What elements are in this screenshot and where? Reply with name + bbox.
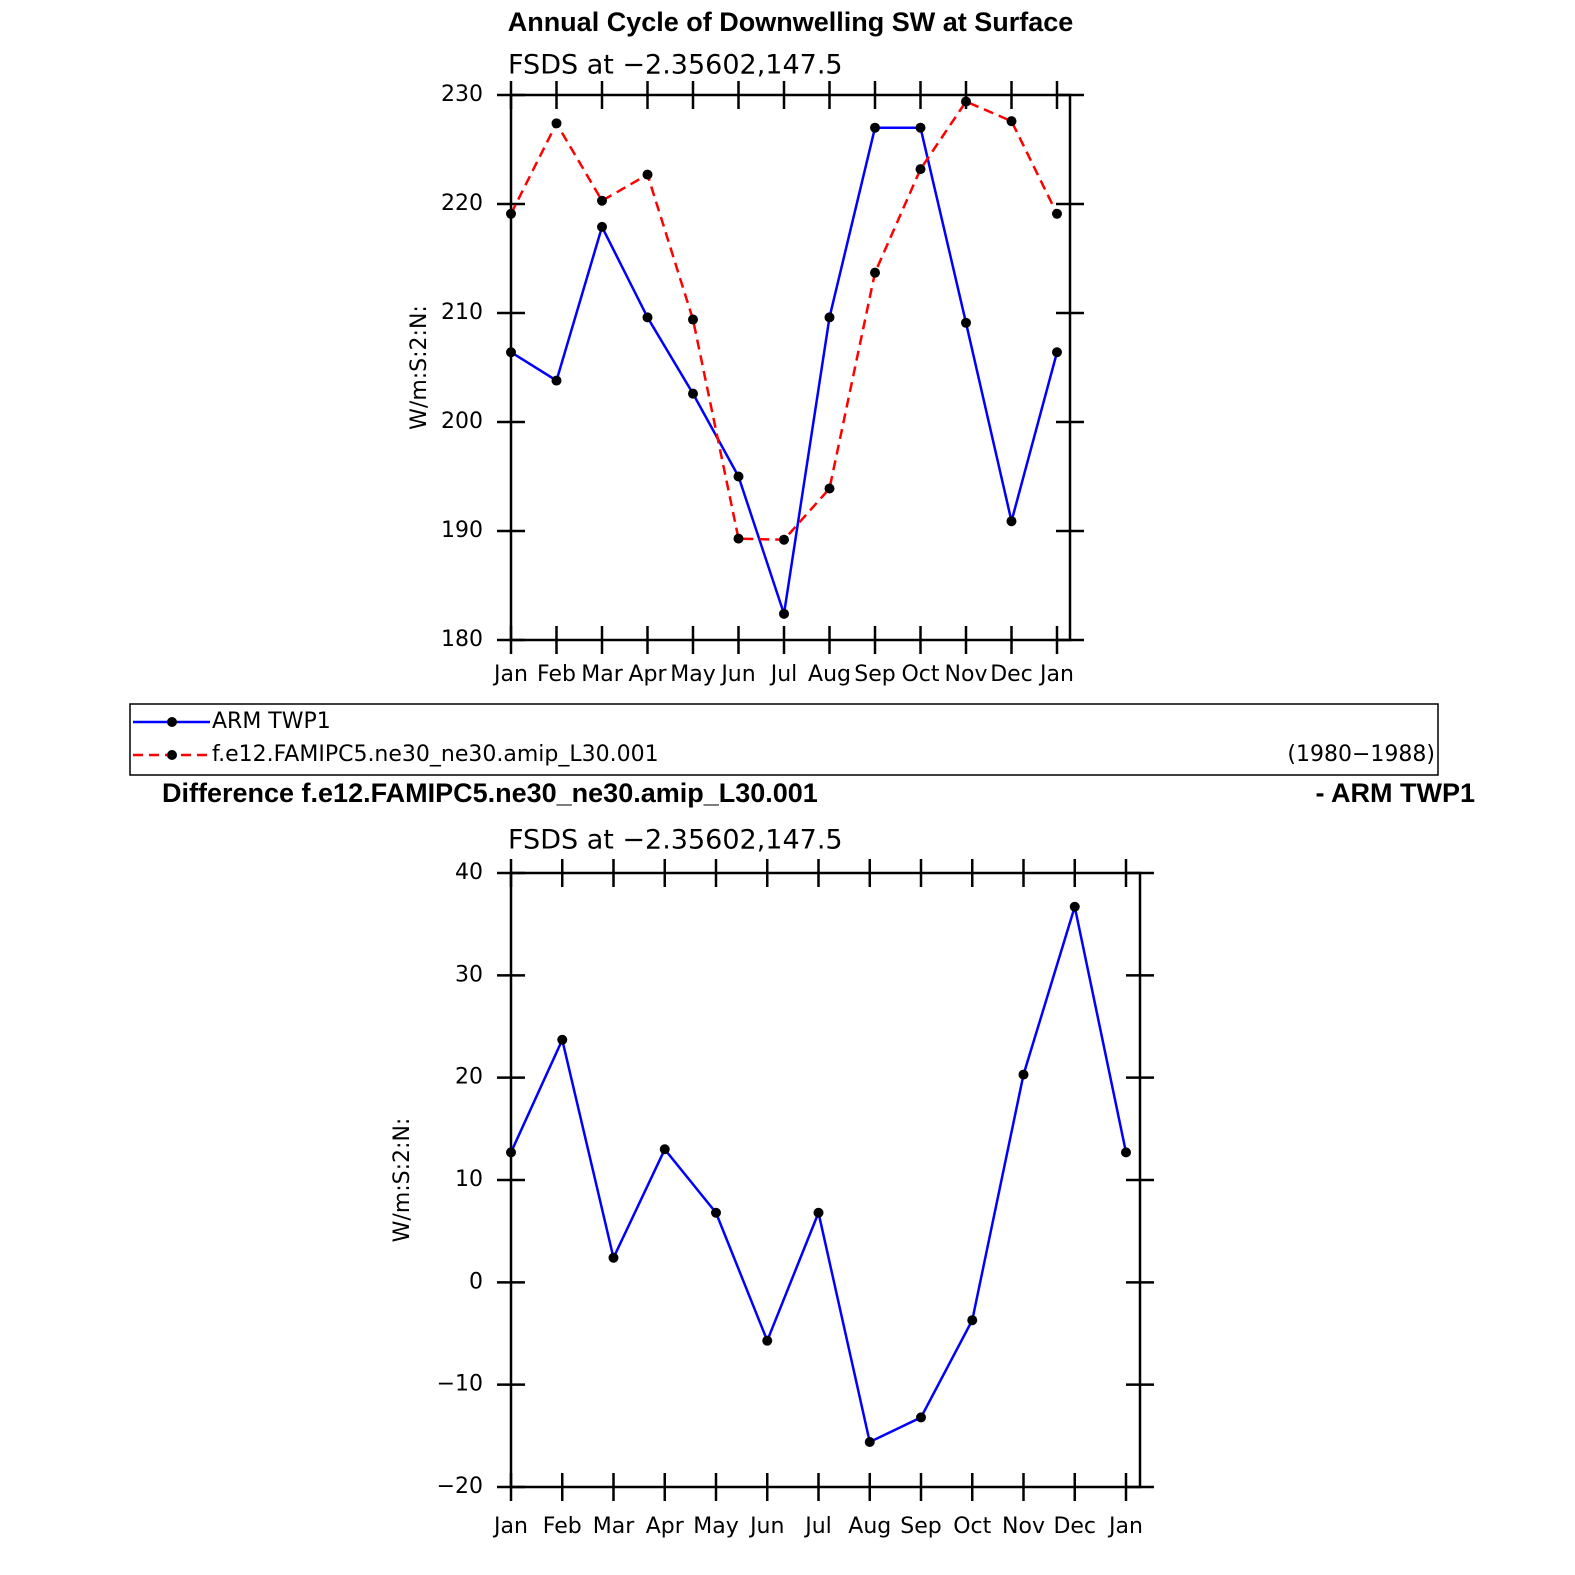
y-axis-label: W/m:S:2:N: [390,1118,415,1243]
y-axis-label: W/m:S:2:N: [407,305,432,430]
data-point [779,608,789,619]
y-tick-label: 20 [455,1065,483,1090]
x-tick-label: May [670,662,715,687]
y-tick-label: 30 [455,962,483,987]
x-tick-label: Jun [748,1514,784,1539]
data-point [824,312,835,323]
x-tick-label: Mar [593,1514,635,1539]
data-point [688,388,698,399]
data-point [642,312,653,323]
data-point [961,96,971,107]
data-point [813,1207,824,1218]
y-tick-label: 220 [441,191,483,216]
subtitle: FSDS at −2.35602,147.5 [508,825,843,856]
x-tick-label: Aug [848,1514,891,1539]
data-point [642,169,653,180]
x-tick-label: Dec [990,662,1033,687]
data-point [916,1412,926,1423]
x-tick-label: Aug [808,662,851,687]
y-tick-label: −20 [437,1474,483,1499]
data-point [961,317,971,328]
plot-frame [509,871,1142,1489]
y-tick-label: −10 [437,1372,483,1397]
data-point [557,1034,568,1045]
legend-marker [167,750,177,760]
x-tick-label: Apr [628,662,667,687]
x-tick-label: Oct [953,1514,991,1539]
data-point [762,1335,773,1346]
data-point [1018,1069,1029,1080]
data-point [688,314,698,325]
subtitle: FSDS at −2.35602,147.5 [508,50,843,81]
data-point [551,375,562,386]
x-tick-label: Mar [581,662,623,687]
chart-title: Annual Cycle of Downwelling SW at Surfac… [508,7,1074,37]
series-line [509,906,1128,1444]
data-point [597,221,607,232]
chart-title-right: - ARM TWP1 [1316,778,1475,808]
x-tick-label: Nov [1002,1514,1045,1539]
data-point [506,1147,516,1158]
x-tick-label: Jul [769,662,798,687]
x-tick-label: Dec [1053,1514,1096,1539]
y-tick-label: 180 [441,627,483,652]
x-tick-label: Nov [945,662,988,687]
series-line [509,99,1059,541]
y-tick-label: 40 [455,860,483,885]
x-tick-label: Jan [1107,1514,1143,1539]
data-point [597,195,607,206]
legend-box [129,703,1439,776]
data-point [551,118,562,129]
data-point [733,533,744,544]
legend-label: ARM TWP1 [212,709,331,734]
data-point [864,1436,875,1447]
data-point [1069,901,1080,912]
data-point [506,347,516,358]
x-tick-label: Jun [719,662,755,687]
data-point [506,208,516,219]
y-tick-label: 190 [441,518,483,543]
data-point [1006,516,1017,527]
x-tick-label: Jul [803,1514,832,1539]
x-tick-label: Jan [1038,662,1074,687]
chart-title: Difference f.e12.FAMIPC5.ne30_ne30.amip_… [162,778,818,808]
x-tick-label: Feb [537,662,576,687]
x-tick-label: Feb [543,1514,582,1539]
data-point [659,1144,670,1155]
data-point [967,1315,978,1326]
data-point [733,471,744,482]
x-tick-label: Oct [901,662,939,687]
data-point [870,267,880,278]
x-tick-label: Jan [492,1514,528,1539]
data-point [870,122,880,133]
y-tick-label: 200 [441,409,483,434]
data-point [608,1252,619,1263]
legend-marker [167,717,177,727]
y-tick-label: 0 [469,1269,483,1294]
y-tick-label: 10 [455,1167,483,1192]
data-point [1052,347,1062,358]
y-tick-label: 230 [441,82,483,107]
data-point [1121,1147,1131,1158]
x-tick-label: Sep [900,1514,941,1539]
legend-label: f.e12.FAMIPC5.ne30_ne30.amip_L30.001 [212,742,659,767]
data-point [824,483,835,494]
legend-note: (1980−1988) [1287,742,1435,767]
x-tick-label: Sep [854,662,895,687]
data-point [779,534,789,545]
data-point [915,164,926,175]
x-tick-label: May [693,1514,738,1539]
x-tick-label: Jan [492,662,528,687]
plot-frame [509,93,1072,642]
data-point [711,1207,721,1218]
y-tick-label: 210 [441,300,483,325]
data-point [915,122,926,133]
x-tick-label: Apr [646,1514,685,1539]
data-point [1006,116,1017,127]
data-point [1052,208,1062,219]
